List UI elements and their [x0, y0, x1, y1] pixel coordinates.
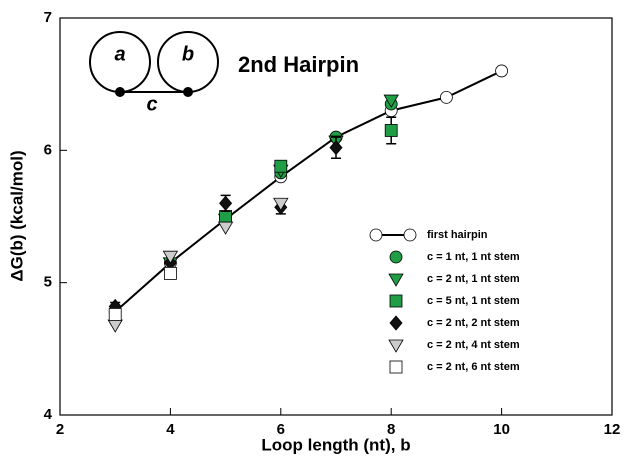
x-tick-label: 4: [166, 421, 175, 438]
marker: [108, 308, 122, 321]
legend-label: c = 5 nt, 1 nt stem: [427, 295, 520, 307]
marker: [384, 124, 398, 137]
marker: [329, 140, 343, 156]
y-axis-label: ΔG(b) (kcal/mol): [7, 150, 26, 281]
diagram-label: b: [182, 43, 194, 65]
legend-label: first hairpin: [427, 229, 488, 241]
y-tick-label: 4: [44, 406, 53, 423]
x-tick-label: 8: [387, 421, 395, 438]
x-tick-label: 6: [277, 421, 285, 438]
marker: [219, 210, 233, 223]
marker: [439, 91, 453, 104]
x-axis-label: Loop length (nt), b: [261, 435, 410, 454]
legend-marker: [369, 228, 383, 242]
legend-marker: [389, 294, 403, 308]
diagram-label: c: [146, 93, 157, 115]
marker: [274, 159, 288, 173]
y-tick-label: 5: [44, 274, 52, 291]
node: [115, 87, 125, 97]
legend-label: c = 2 nt, 2 nt stem: [427, 317, 520, 329]
legend-marker: [389, 315, 403, 331]
legend-marker: [403, 228, 417, 242]
y-tick-label: 6: [44, 141, 52, 158]
marker: [383, 94, 399, 108]
legend-label: c = 2 nt, 4 nt stem: [427, 339, 520, 351]
x-tick-label: 10: [493, 421, 510, 438]
marker: [495, 64, 509, 78]
legend-marker: [388, 273, 404, 287]
x-tick-label: 12: [604, 421, 621, 438]
series-line: [114, 70, 503, 313]
marker: [107, 319, 123, 333]
legend-label: c = 2 nt, 1 nt stem: [427, 273, 520, 285]
annotation: 2nd Hairpin: [238, 52, 359, 77]
x-tick-label: 2: [56, 421, 64, 438]
marker: [273, 197, 289, 212]
legend-marker: [388, 339, 404, 353]
y-tick-label: 7: [44, 9, 52, 26]
legend-marker: [389, 360, 403, 374]
marker: [162, 250, 179, 264]
diagram-label: a: [114, 43, 125, 65]
marker: [217, 221, 234, 235]
plot-frame: [59, 17, 613, 416]
legend-label: c = 1 nt, 1 nt stem: [427, 251, 520, 263]
marker: [219, 195, 233, 211]
loop-diagram: [89, 31, 219, 97]
legend-marker: [389, 250, 403, 264]
node: [183, 87, 193, 97]
legend-label: c = 2 nt, 6 nt stem: [427, 361, 520, 373]
marker: [163, 267, 177, 280]
